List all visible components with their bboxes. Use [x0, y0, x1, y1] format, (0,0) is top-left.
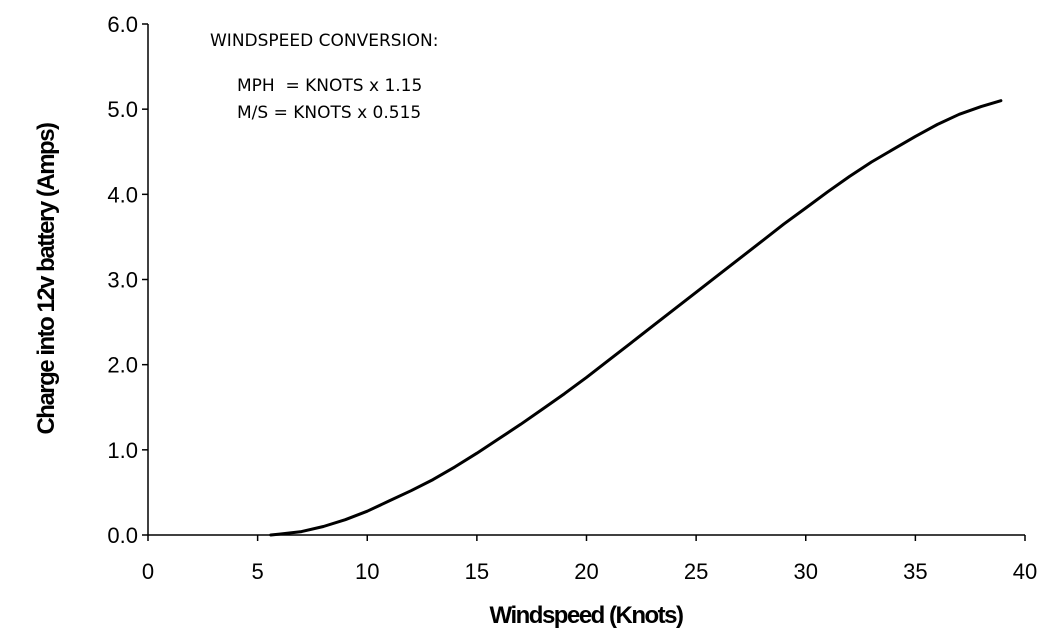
x-tick-label: 5 — [252, 559, 264, 584]
x-tick-label: 15 — [465, 559, 489, 584]
y-tick-label: 2.0 — [107, 353, 138, 378]
y-tick-label: 6.0 — [107, 12, 138, 37]
x-tick-label: 40 — [1013, 559, 1037, 584]
axes — [142, 23, 1026, 541]
y-tick-label: 5.0 — [107, 97, 138, 122]
x-tick-label: 35 — [903, 559, 927, 584]
y-tick-label: 1.0 — [107, 438, 138, 463]
y-axis-title: Charge into 12v battery (Amps) — [33, 123, 60, 435]
y-tick-label: 3.0 — [107, 268, 138, 293]
series-line — [269, 99, 1003, 537]
conversion-heading: WINDSPEED CONVERSION: — [210, 31, 438, 51]
conversion-note: WINDSPEED CONVERSION: MPH = KNOTS x 1.15… — [210, 31, 438, 123]
x-tick-label: 30 — [794, 559, 818, 584]
x-tick-label: 10 — [355, 559, 379, 584]
conversion-mph: MPH = KNOTS x 1.15 — [237, 76, 422, 96]
x-tick-label: 25 — [684, 559, 708, 584]
x-tick-label: 0 — [142, 559, 154, 584]
y-tick-label: 4.0 — [107, 182, 138, 207]
x-tick-label: 20 — [574, 559, 598, 584]
series — [269, 99, 1003, 537]
conversion-ms: M/S = KNOTS x 0.515 — [237, 103, 421, 123]
x-axis-title: Windspeed (Knots) — [490, 602, 683, 629]
y-tick-label: 0.0 — [107, 523, 138, 548]
tick-labels: 0.0 1.0 2.0 3.0 4.0 5.0 6.0 0 5 10 15 20 25 30 35 40 — [107, 12, 1037, 584]
